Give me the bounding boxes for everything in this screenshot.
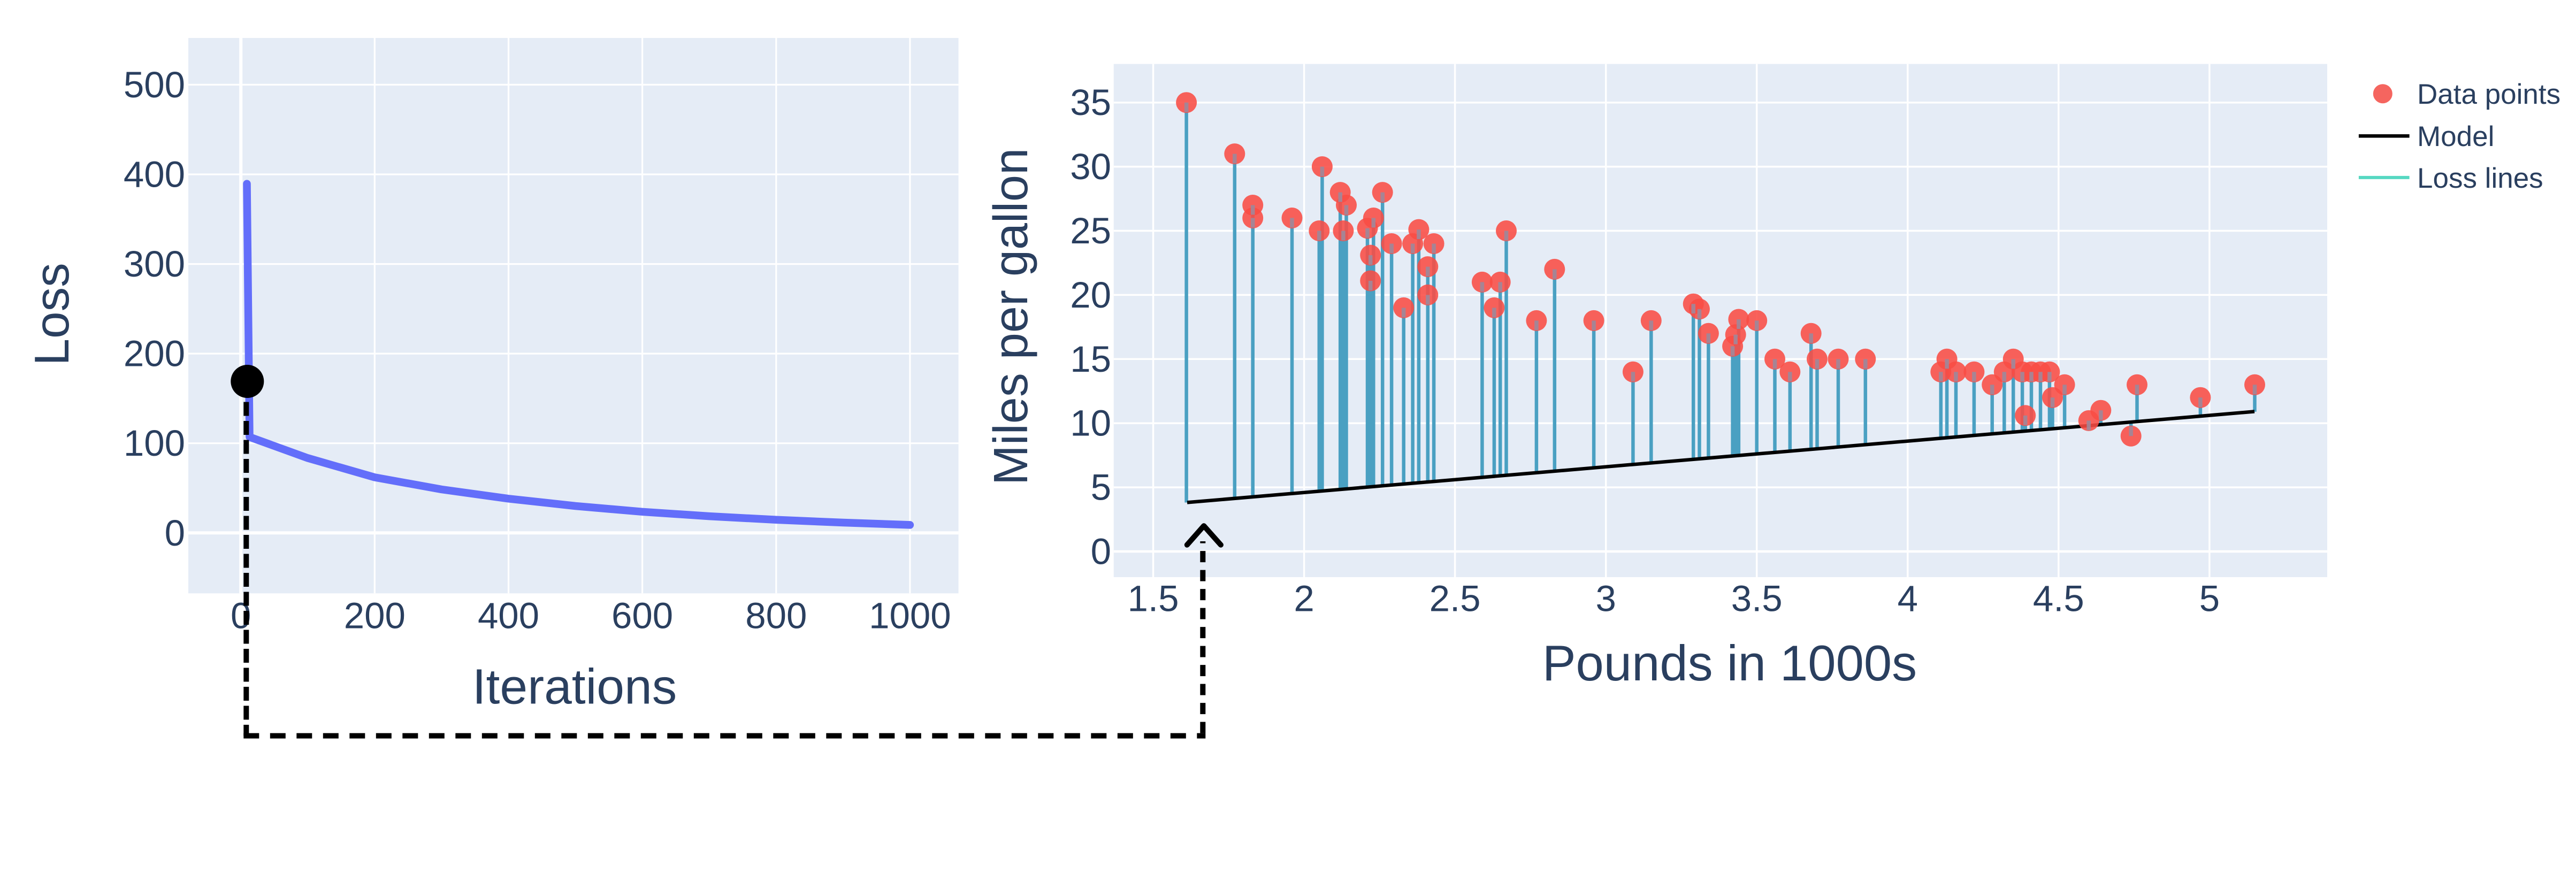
svg-text:600: 600 <box>611 595 673 637</box>
svg-text:400: 400 <box>124 154 185 195</box>
svg-text:Loss lines: Loss lines <box>2417 163 2543 194</box>
svg-text:10: 10 <box>1070 403 1111 444</box>
svg-text:300: 300 <box>124 243 185 285</box>
svg-text:0: 0 <box>1091 531 1111 572</box>
svg-text:1000: 1000 <box>869 595 951 637</box>
svg-text:2.5: 2.5 <box>1430 578 1481 619</box>
svg-text:Pounds in 1000s: Pounds in 1000s <box>1542 635 1917 691</box>
svg-text:500: 500 <box>124 64 185 105</box>
svg-text:100: 100 <box>124 423 185 464</box>
svg-text:35: 35 <box>1070 82 1111 123</box>
svg-text:800: 800 <box>745 595 807 637</box>
svg-text:15: 15 <box>1070 339 1111 380</box>
svg-text:1.5: 1.5 <box>1128 578 1179 619</box>
svg-text:Iterations: Iterations <box>472 658 677 714</box>
svg-text:25: 25 <box>1070 210 1111 251</box>
svg-text:200: 200 <box>124 333 185 374</box>
svg-text:30: 30 <box>1070 146 1111 187</box>
svg-text:4.5: 4.5 <box>2033 578 2084 619</box>
svg-text:2: 2 <box>1294 578 1314 619</box>
svg-text:Loss: Loss <box>25 263 79 365</box>
svg-text:5: 5 <box>2199 578 2220 619</box>
svg-text:Data points: Data points <box>2417 79 2560 110</box>
svg-text:200: 200 <box>344 595 406 637</box>
svg-text:20: 20 <box>1070 274 1111 316</box>
svg-text:3.5: 3.5 <box>1731 578 1783 619</box>
svg-text:3: 3 <box>1596 578 1616 619</box>
svg-text:Model: Model <box>2417 121 2494 152</box>
svg-text:5: 5 <box>1091 467 1111 508</box>
svg-text:400: 400 <box>478 595 539 637</box>
svg-text:0: 0 <box>165 512 185 554</box>
svg-text:Miles per gallon: Miles per gallon <box>984 148 1038 485</box>
svg-text:4: 4 <box>1898 578 1918 619</box>
